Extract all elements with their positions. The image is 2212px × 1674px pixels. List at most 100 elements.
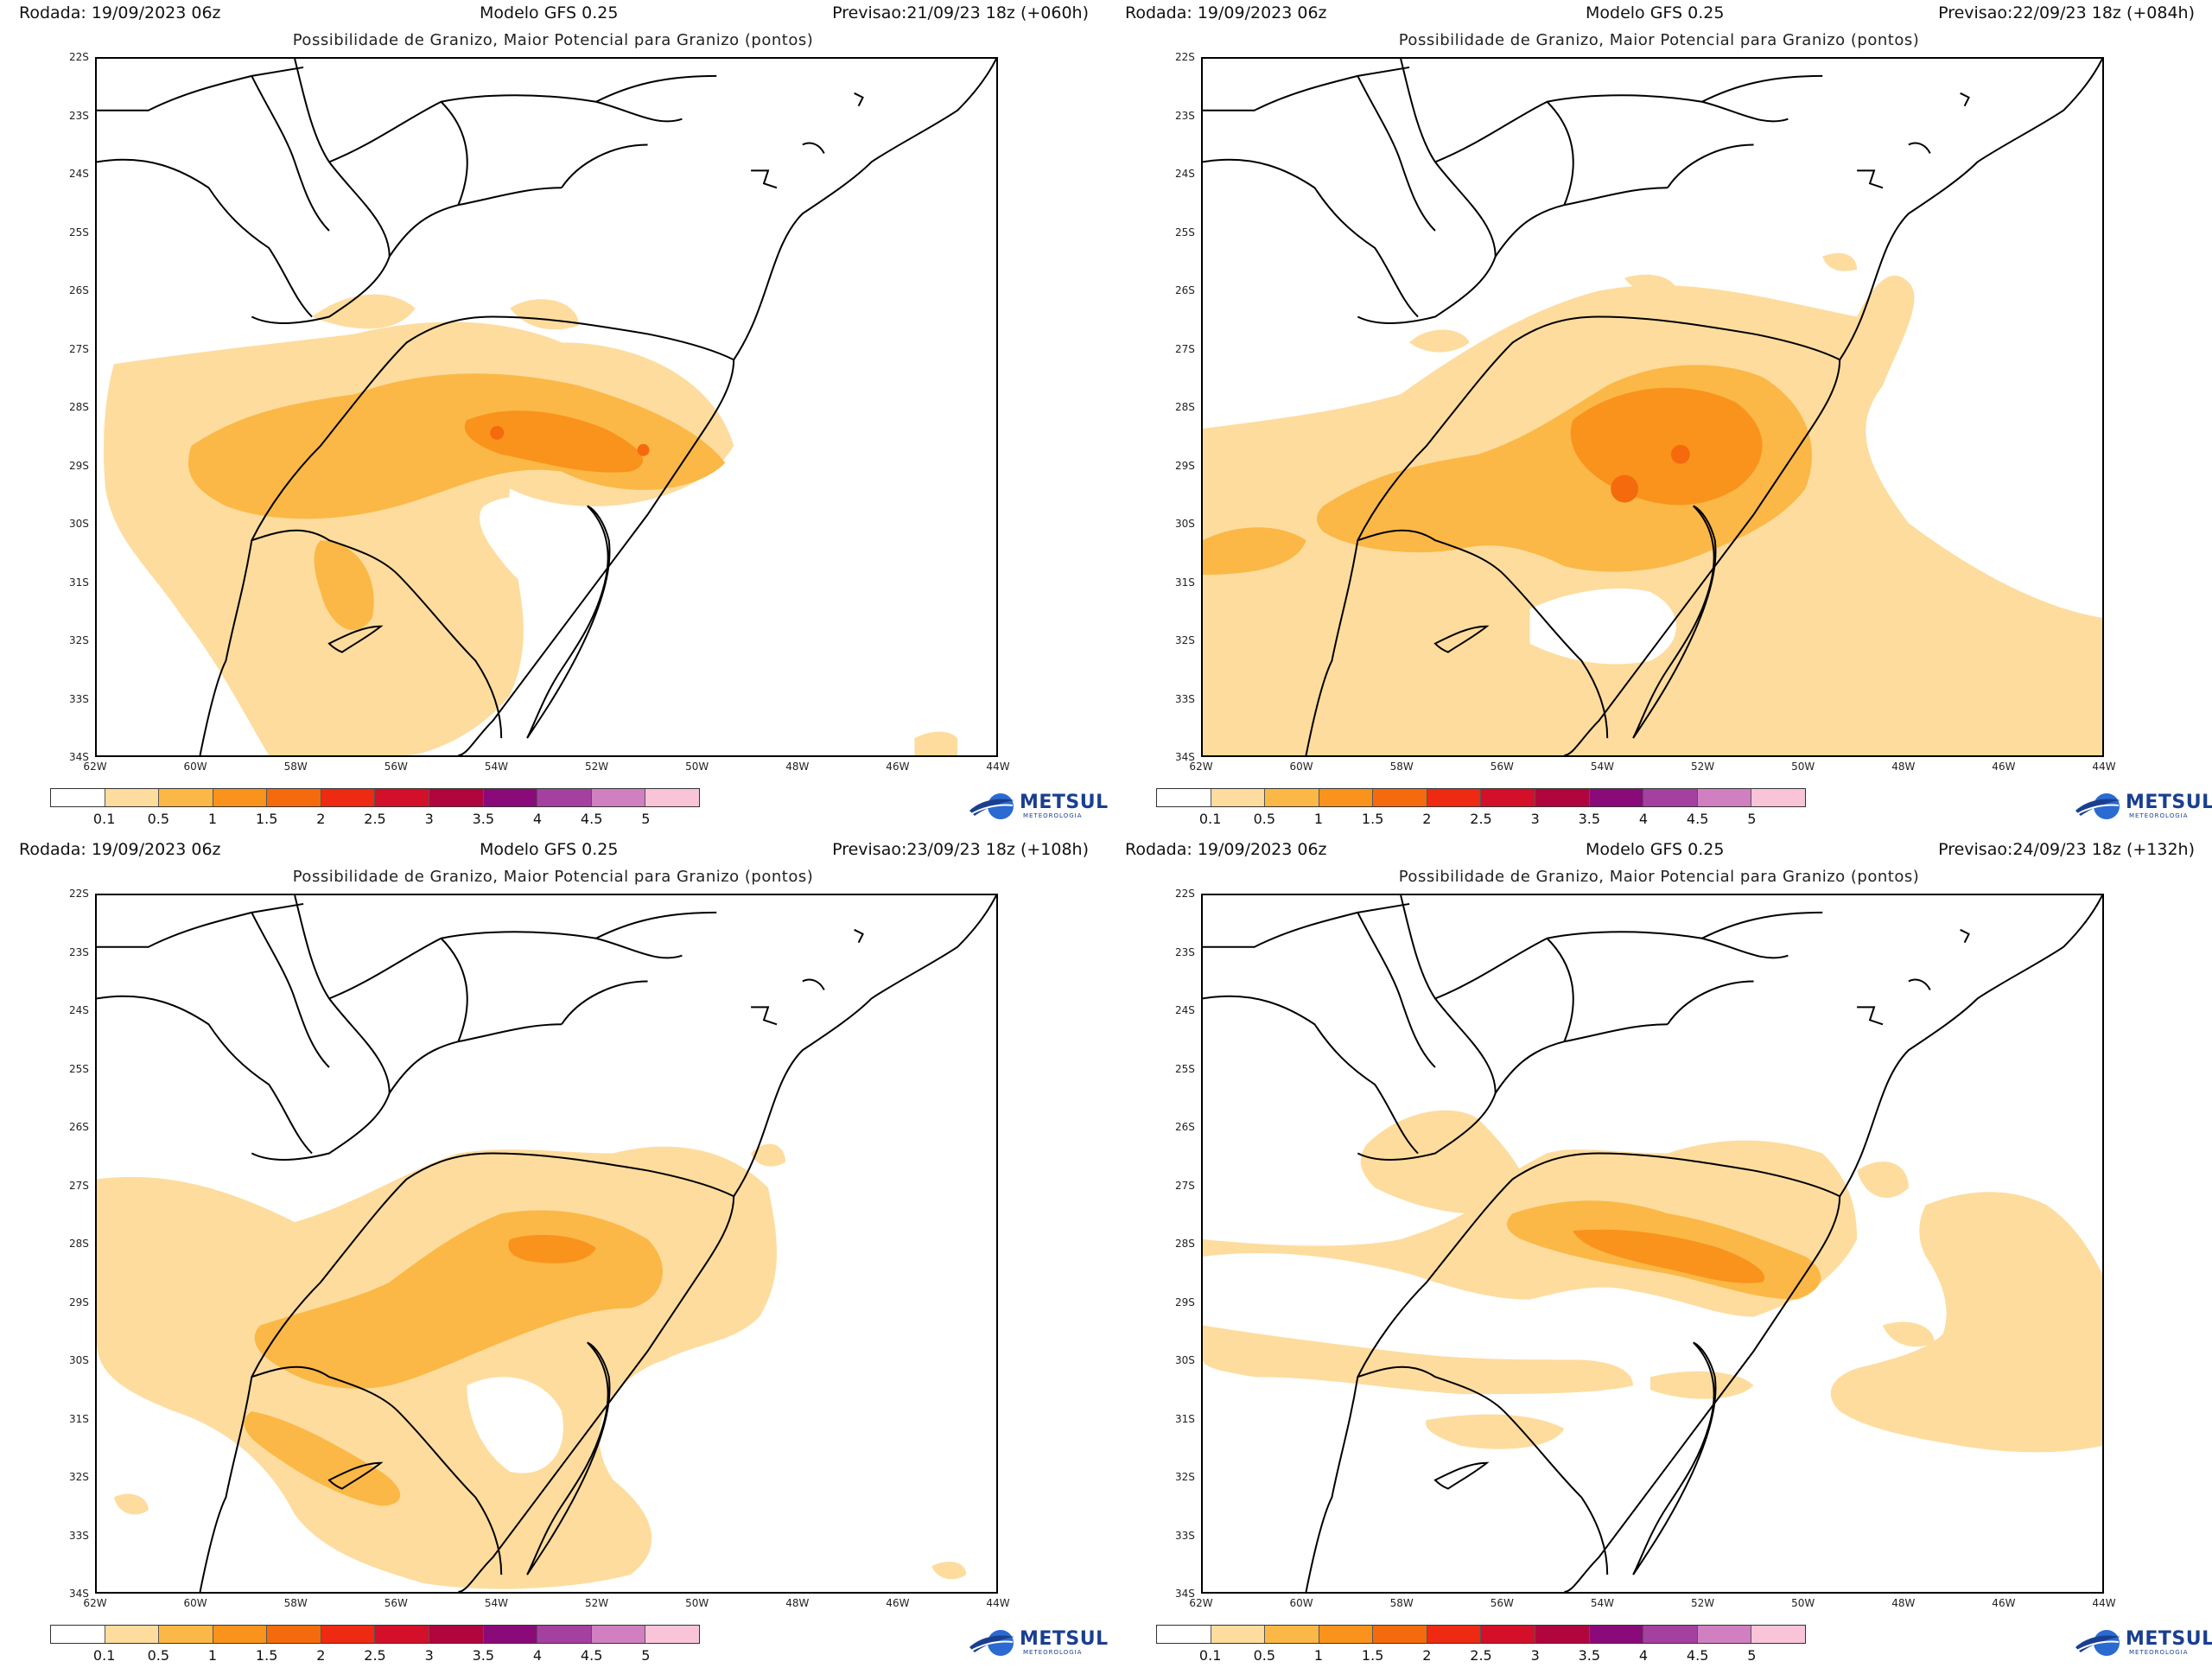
- hail-area-mid: [244, 1411, 401, 1506]
- border-line: [251, 895, 391, 1161]
- border-line: [1667, 980, 1754, 1025]
- scale-swatch: [213, 1626, 268, 1643]
- latitude-label: 25S: [1175, 226, 1195, 239]
- border-line: [458, 360, 735, 755]
- latitude-label: 30S: [69, 518, 89, 530]
- scale-swatch: [537, 789, 592, 806]
- border-line: [199, 1152, 734, 1592]
- border-line: [1701, 74, 1823, 103]
- scale-label: 0.5: [147, 811, 170, 827]
- border-line: [327, 1461, 384, 1490]
- hail-area-light: [1857, 1162, 1909, 1198]
- scale-swatch: [1319, 789, 1374, 806]
- logo-subtitle: METEOROLOGIA: [1023, 1649, 1083, 1656]
- latitude-label: 32S: [1175, 1471, 1195, 1483]
- scale-swatch: [1157, 789, 1211, 806]
- forecast-label: Previsao:22/09/23 18z (+084h): [1938, 3, 2195, 22]
- longitude-label: 56W: [1490, 761, 1514, 773]
- scale-swatch: [375, 789, 430, 806]
- hail-core: [1611, 474, 1639, 503]
- scale-swatch: [483, 1626, 538, 1643]
- scale-swatch: [105, 1626, 160, 1643]
- longitude-label: 48W: [785, 1597, 810, 1609]
- border-line: [97, 902, 304, 948]
- hail-area-light: [914, 731, 958, 755]
- latitude-label: 25S: [69, 226, 89, 239]
- latitude-label: 23S: [1175, 945, 1195, 958]
- hail-area-light: [1882, 1321, 1935, 1347]
- border-line: [251, 1365, 503, 1575]
- scale-label: 2.5: [1470, 811, 1492, 827]
- longitude-label: 54W: [484, 761, 509, 773]
- latitude-label: 30S: [1175, 518, 1195, 530]
- scale-swatch: [537, 1626, 592, 1643]
- border-line: [1546, 101, 1574, 206]
- longitude-label: 44W: [2092, 1597, 2116, 1609]
- scale-swatch: [591, 789, 646, 806]
- scale-label: 2.5: [1470, 1647, 1492, 1664]
- border-line: [854, 92, 864, 107]
- borders: [1203, 59, 2102, 755]
- longitude-label: 54W: [1590, 1597, 1615, 1609]
- border-line: [1434, 931, 1789, 1000]
- longitude-label: 50W: [1791, 761, 1815, 773]
- border-line: [1434, 94, 1789, 163]
- border-line: [802, 142, 825, 154]
- scale-swatch: [321, 789, 376, 806]
- scale-label: 3.5: [1578, 1647, 1601, 1664]
- hail-area-mid: [314, 540, 374, 631]
- border-line: [328, 94, 683, 163]
- metsul-logo: METSUL METEOROLOGIA: [968, 1625, 1108, 1663]
- latitude-label: 32S: [69, 1471, 89, 1483]
- border-line: [1433, 625, 1490, 653]
- longitude-label: 62W: [1189, 761, 1213, 773]
- border-line: [1839, 895, 2102, 1197]
- scale-label: 1: [1313, 1647, 1324, 1664]
- scale-swatch: [483, 789, 538, 806]
- scale-swatch: [267, 1626, 321, 1643]
- longitude-label: 52W: [584, 761, 609, 773]
- latitude-label: 26S: [69, 284, 89, 296]
- border-line: [1857, 169, 1884, 189]
- border-line: [440, 101, 468, 206]
- latitude-label: 33S: [69, 1529, 89, 1542]
- border-line: [1857, 1006, 1884, 1026]
- latitude-label: 28S: [1175, 401, 1195, 413]
- border-line: [1203, 158, 1419, 318]
- latitude-label: 29S: [69, 459, 89, 472]
- longitude-label: 50W: [685, 1597, 709, 1609]
- scale-label: 2: [316, 811, 326, 827]
- hail-area-strong: [1570, 387, 1763, 506]
- border-line: [199, 315, 734, 755]
- run-label: Rodada: 19/09/2023 06z: [1125, 840, 1327, 859]
- border-line: [751, 169, 778, 189]
- globe-icon: [969, 1630, 1014, 1656]
- longitude-label: 62W: [83, 1597, 107, 1609]
- border-line: [802, 978, 825, 990]
- latitude-label: 23S: [69, 945, 89, 958]
- border-line: [1305, 315, 1840, 755]
- scale-label: 0.5: [147, 1647, 170, 1664]
- latitude-label: 28S: [69, 1238, 89, 1250]
- map-subtitle: Possibilidade de Granizo, Maior Potencia…: [1398, 868, 1920, 886]
- model-label: Modelo GFS 0.25: [480, 3, 619, 22]
- latitude-label: 26S: [1175, 1121, 1195, 1133]
- hail-area-light: [751, 1143, 785, 1167]
- latitude-label: 22S: [69, 888, 89, 900]
- scale-swatch: [321, 1626, 376, 1643]
- hail-area-light: [1203, 1325, 1634, 1395]
- longitude-label: 44W: [986, 761, 1010, 773]
- scale-label: 5: [1747, 1647, 1757, 1664]
- hail-core: [637, 443, 650, 456]
- latitude-label: 28S: [69, 401, 89, 413]
- color-scale-bar: [50, 788, 700, 807]
- model-label: Modelo GFS 0.25: [480, 840, 619, 859]
- logo-wordmark: METSUL: [2126, 1628, 2212, 1650]
- border-line: [440, 938, 468, 1042]
- scale-label: 1.5: [1361, 1647, 1384, 1664]
- hail-area-strong: [464, 411, 644, 473]
- longitude-label: 48W: [1891, 1597, 1916, 1609]
- latitude-label: 22S: [1175, 888, 1195, 900]
- map-panel-3: Rodada: 19/09/2023 06z Modelo GFS 0.25 P…: [0, 837, 1108, 1673]
- border-line: [1357, 75, 1436, 232]
